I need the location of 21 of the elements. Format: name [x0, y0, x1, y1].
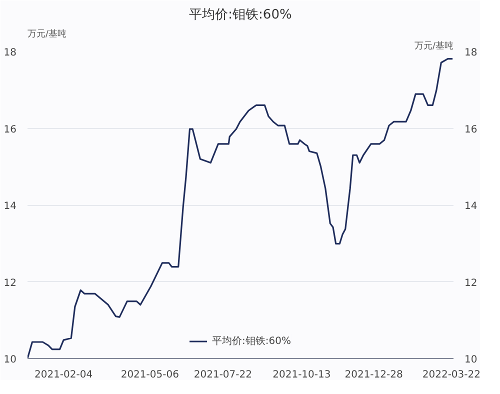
x-tick-label: 2021-07-22 — [194, 370, 252, 380]
y-tick-label: 14 — [4, 201, 17, 212]
x-tick-label: 2022-03-22 — [422, 370, 481, 380]
y-tick-label: 18 — [4, 48, 17, 58]
y2-tick-label: 12 — [464, 278, 478, 289]
y2-tick-label: 16 — [464, 124, 478, 136]
legend-label: 平均价:钼铁:60% — [212, 335, 291, 348]
y2-axis-title: 万元/基吨 — [414, 40, 454, 52]
y2-tick-label: 10 — [464, 354, 478, 366]
y-tick-label: 10 — [4, 354, 17, 366]
y2-tick-label: 18 — [464, 48, 478, 58]
y2-tick-label: 14 — [464, 201, 478, 212]
y-tick-label: 16 — [4, 124, 17, 136]
x-tick-label: 2021-05-06 — [120, 370, 179, 380]
y-tick-label: 12 — [4, 278, 17, 289]
line-series — [28, 58, 454, 358]
x-tick-label: 2021-12-28 — [344, 370, 403, 380]
chart-title: 平均价:钼铁:60% — [189, 8, 292, 22]
y-axis-title: 万元/基吨 — [28, 28, 67, 40]
x-tick-label: 2021-02-04 — [34, 370, 93, 380]
x-tick-label: 2021-10-13 — [272, 370, 331, 380]
